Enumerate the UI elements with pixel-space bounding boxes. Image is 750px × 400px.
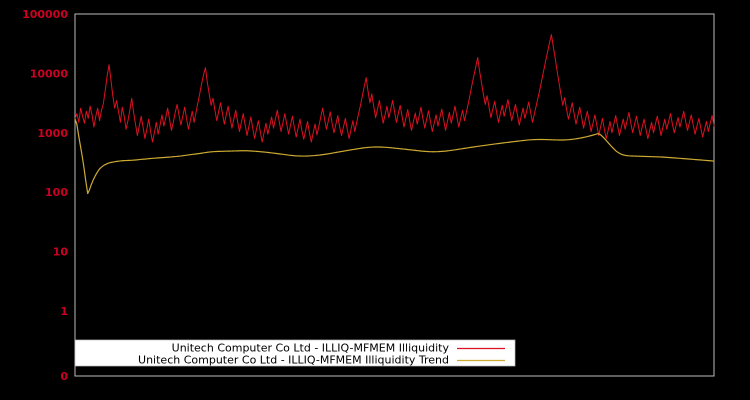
legend-label-1: Unitech Computer Co Ltd - ILLIQ-MFMEM Il… (138, 354, 449, 367)
y-axis-tick-10000: 10000 (30, 67, 69, 80)
y-axis-tick-100000: 100000 (22, 8, 68, 21)
legend-background (74, 339, 516, 367)
chart-legend[interactable]: Unitech Computer Co Ltd - ILLIQ-MFMEM Il… (74, 339, 516, 367)
data-series-group (74, 34, 715, 195)
plot-frame (74, 13, 715, 377)
y-axis-tick-100: 100 (45, 186, 68, 199)
legend-label-0: Unitech Computer Co Ltd - ILLIQ-MFMEM Il… (172, 342, 450, 355)
y-axis-tick-1: 1 (60, 305, 68, 318)
series-line-illiquidity (74, 34, 715, 143)
plot-area-background (75, 14, 714, 376)
y-axis-tick-1000: 1000 (37, 127, 68, 140)
y-axis-tick-0: 0 (60, 370, 68, 383)
y-axis-tick-10: 10 (53, 246, 69, 259)
series-line-illiquidity-trend (74, 118, 715, 195)
